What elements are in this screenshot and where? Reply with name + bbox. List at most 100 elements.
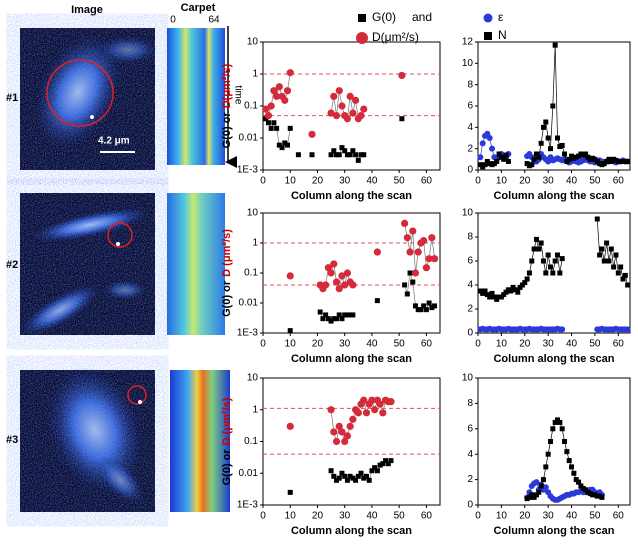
marker-circle xyxy=(335,422,343,430)
y-tick-label: 10 xyxy=(247,208,259,219)
x-tick-label: 0 xyxy=(475,511,481,522)
y-tick-label: 10 xyxy=(462,58,474,69)
marker-square xyxy=(545,451,551,457)
marker-square xyxy=(545,135,551,141)
y-axis-label-part: G(0) or xyxy=(221,112,233,149)
y-tick-label: 0.01 xyxy=(239,468,259,479)
x-tick-label: 10 xyxy=(285,511,297,522)
marker-circle xyxy=(283,87,292,95)
legend-note: and xyxy=(412,10,432,24)
marker-square xyxy=(355,473,361,479)
marker-square xyxy=(559,142,565,148)
marker-square xyxy=(524,276,530,282)
x-tick-label: 40 xyxy=(566,511,578,522)
x-tick-label: 30 xyxy=(543,339,555,350)
plot-frame xyxy=(477,377,631,506)
y-axis-label: G(0) or D(μm²/s) xyxy=(221,63,233,148)
marker-square xyxy=(559,426,565,432)
x-tick-label: 10 xyxy=(285,176,297,187)
marker-square xyxy=(533,492,539,498)
marker-square xyxy=(550,103,556,109)
y-axis-label: G(0) or D (μm²/s) xyxy=(221,397,233,485)
marker-circle xyxy=(286,422,294,430)
marker-square xyxy=(334,152,340,158)
marker-square xyxy=(339,145,345,151)
marker-square xyxy=(339,316,345,322)
marker-square xyxy=(622,272,628,278)
x-tick-label: 10 xyxy=(496,176,508,187)
marker-square xyxy=(566,458,572,464)
x-tick-label: 30 xyxy=(339,339,351,350)
marker-square xyxy=(550,426,556,432)
marker-square xyxy=(377,462,383,468)
marker-square xyxy=(594,216,600,222)
marker-square xyxy=(503,152,509,158)
marker-square xyxy=(418,307,424,313)
marker-square xyxy=(505,158,511,164)
marker-circle xyxy=(486,135,493,141)
y-axis-label-part: G(0) or xyxy=(221,280,233,317)
y-tick-label: 4 xyxy=(467,280,473,291)
marker-square xyxy=(526,270,532,276)
marker-square xyxy=(276,142,282,148)
marker-square xyxy=(268,125,274,131)
marker-square xyxy=(625,282,631,288)
x-tick-label: 30 xyxy=(543,176,555,187)
marker-square xyxy=(573,477,579,483)
marker-circle xyxy=(428,234,436,242)
marker-circle xyxy=(341,437,349,446)
marker-square xyxy=(402,282,408,288)
marker-square xyxy=(399,116,405,122)
y-tick-label: 10 xyxy=(247,37,259,48)
connector xyxy=(606,242,610,262)
marker-square xyxy=(282,140,288,146)
marker-square xyxy=(334,477,340,483)
marker-square xyxy=(578,483,584,489)
marker-square xyxy=(608,246,614,252)
legend-marker xyxy=(356,32,368,44)
marker-square xyxy=(342,148,348,154)
marker-square xyxy=(317,309,323,315)
row-label: #2 xyxy=(6,259,18,271)
marker-square xyxy=(407,270,413,276)
x-tick-label: 60 xyxy=(421,176,433,187)
marker-square xyxy=(543,119,549,125)
marker-square xyxy=(576,479,582,485)
marker-circle xyxy=(371,406,379,414)
marker-square xyxy=(342,473,348,479)
marker-square xyxy=(562,439,568,444)
marker-square xyxy=(309,152,315,158)
marker-square xyxy=(547,264,553,270)
marker-square xyxy=(328,318,334,324)
plot-frame xyxy=(262,377,441,506)
x-tick-label: 0 xyxy=(475,339,481,350)
marker-circle xyxy=(343,269,352,277)
marker-square xyxy=(363,473,369,479)
marker-circle xyxy=(275,83,283,91)
y-tick-label: 0 xyxy=(467,328,473,339)
x-tick-label: 0 xyxy=(260,339,266,350)
marker-square xyxy=(533,236,539,242)
marker-circle xyxy=(343,432,352,440)
x-tick-label: 10 xyxy=(496,339,508,350)
marker-circle xyxy=(286,69,294,77)
marker-square xyxy=(543,464,549,470)
marker-square xyxy=(347,473,353,479)
carpet-row2 xyxy=(167,193,225,335)
marker-square xyxy=(618,264,624,270)
marker-square xyxy=(339,470,345,476)
marker-square xyxy=(344,152,350,158)
marker-circle xyxy=(360,105,368,113)
marker-circle xyxy=(332,278,341,286)
y-tick-label: 6 xyxy=(467,423,473,434)
x-tick-label: 60 xyxy=(421,511,433,522)
legend-label: ε xyxy=(498,10,504,24)
marker-circle xyxy=(420,237,428,245)
marker-square xyxy=(410,279,416,285)
marker-square xyxy=(432,303,438,309)
marker-circle xyxy=(409,227,417,235)
legend-marker xyxy=(484,32,492,40)
marker-square xyxy=(529,258,535,264)
marker-square xyxy=(597,252,603,258)
marker-circle xyxy=(270,87,278,95)
